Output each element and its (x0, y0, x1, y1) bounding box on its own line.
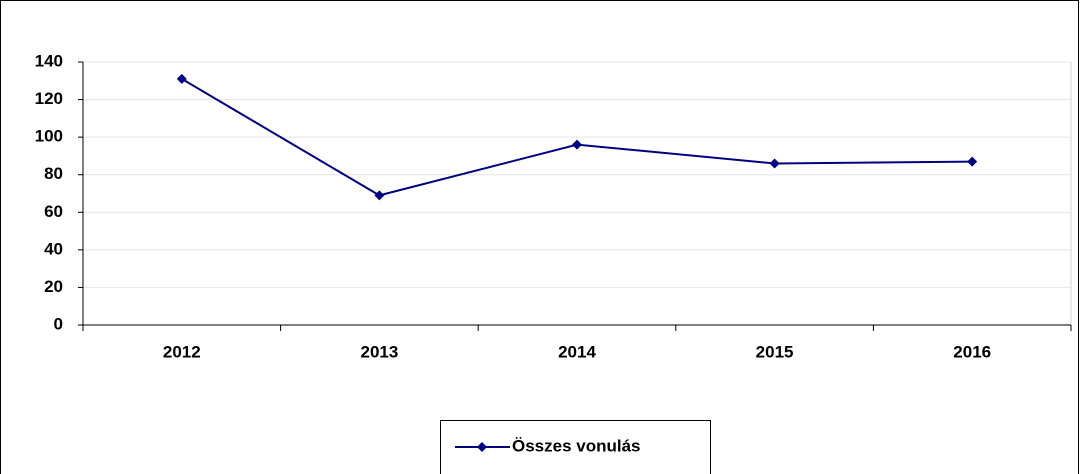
x-tick-label: 2012 (163, 342, 201, 361)
legend: Összes vonulás (440, 420, 711, 474)
y-tick-label: 100 (35, 127, 63, 146)
x-tick-label: 2014 (558, 342, 596, 361)
y-tick-label: 60 (44, 202, 63, 221)
y-tick-label: 40 (44, 239, 63, 258)
y-tick-label: 140 (35, 51, 63, 70)
marker (572, 139, 582, 150)
marker (176, 73, 187, 84)
y-tick-label: 0 (54, 314, 63, 333)
y-tick-label: 120 (35, 89, 63, 108)
y-tick-label: 20 (44, 277, 63, 296)
x-tick-label: 2016 (953, 342, 991, 361)
x-tick-label: 2015 (756, 342, 794, 361)
y-tick-label: 80 (44, 164, 63, 183)
x-tick-label: 2013 (360, 342, 398, 361)
marker (967, 156, 978, 167)
marker (769, 158, 780, 169)
legend-marker (477, 442, 487, 452)
legend-label: Összes vonulás (512, 436, 641, 455)
marker (374, 190, 385, 201)
